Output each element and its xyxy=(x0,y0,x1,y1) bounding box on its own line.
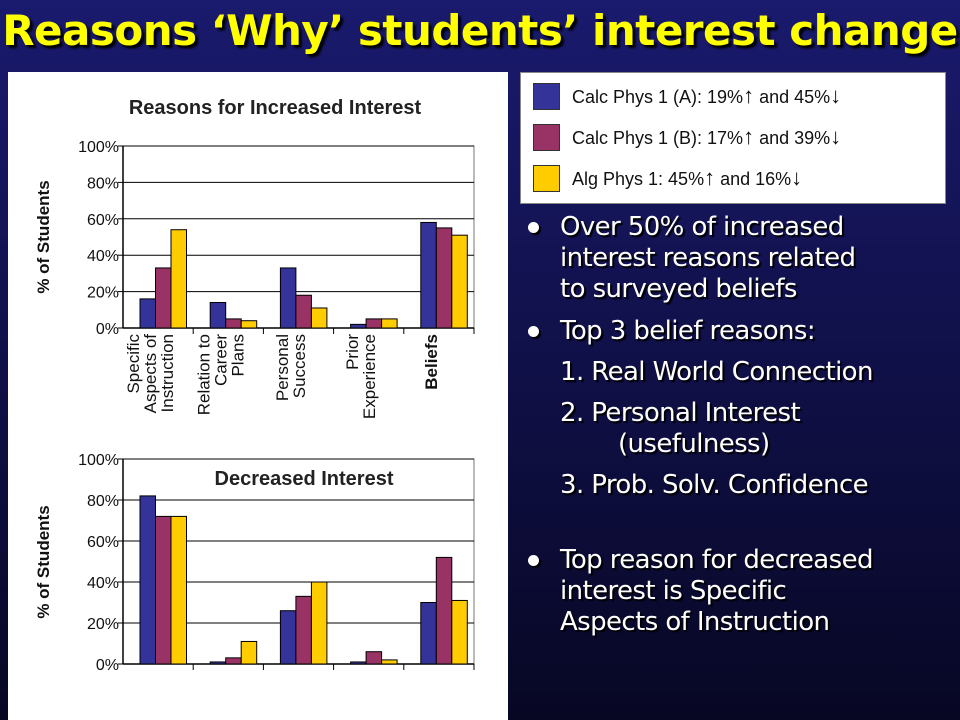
reason-3: 3. Prob. Solv. Confidence xyxy=(560,470,869,500)
bar xyxy=(295,294,312,329)
bar xyxy=(155,515,172,665)
y-tick-label: 60% xyxy=(87,212,119,229)
bar xyxy=(365,651,383,665)
legend-item-alg: Alg Phys 1: 45%↑ and 16%↓ xyxy=(533,163,802,193)
bar xyxy=(170,229,187,329)
bar xyxy=(225,657,242,665)
y-tick-label: 40% xyxy=(87,248,119,265)
x-category-label: Specific xyxy=(124,334,143,394)
bar xyxy=(279,267,297,329)
bar xyxy=(451,599,468,665)
x-category-label: Relation to xyxy=(194,334,213,415)
x-category-label: Plans xyxy=(228,334,247,377)
legend-label: Calc Phys 1 (A): 19% xyxy=(572,87,744,107)
bar xyxy=(310,307,328,329)
x-category-label: Success xyxy=(290,334,309,398)
bar xyxy=(350,661,367,665)
legend-label: and 45% xyxy=(754,87,831,107)
legend-swatch xyxy=(533,164,560,192)
legend-item-calc-b: Calc Phys 1 (B): 17%↑ and 39%↓ xyxy=(533,122,841,152)
x-category-label: Career xyxy=(211,334,230,386)
bar xyxy=(435,556,453,665)
bar xyxy=(420,602,437,665)
bullet-increased-beliefs: Over 50% of increased interest reasons r… xyxy=(522,212,954,305)
bar xyxy=(295,595,312,665)
legend-swatch xyxy=(533,123,560,151)
y-tick-label: 40% xyxy=(87,575,119,592)
bar xyxy=(350,323,367,329)
bar xyxy=(209,661,227,665)
bar xyxy=(155,267,172,329)
bar xyxy=(381,659,398,665)
y-axis-label: % of Students xyxy=(34,180,53,293)
legend-label: Alg Phys 1: 45% xyxy=(572,169,705,189)
bar-charts: 0% 20% 40% 60% 80% 100% Reasons for Increased … xyxy=(34,97,475,674)
chart-title: Reasons for Increased Interest xyxy=(129,97,422,119)
bar xyxy=(435,227,453,329)
y-axis-label: % of Students xyxy=(34,505,53,618)
bar xyxy=(279,610,297,665)
y-tick-label: 100% xyxy=(78,452,119,469)
bar xyxy=(365,318,383,329)
bar xyxy=(139,298,156,329)
bar xyxy=(240,640,258,665)
legend-label: and 39% xyxy=(754,128,831,148)
bar xyxy=(451,234,468,329)
legend-item-calc-a: Calc Phys 1 (A): 19%↑ and 45%↓ xyxy=(533,81,841,111)
down-arrow-icon: ↓ xyxy=(830,83,842,108)
reason-1: 1. Real World Connection xyxy=(560,357,873,387)
up-arrow-icon: ↑ xyxy=(743,124,755,149)
chart-panel: 0% 20% 40% 60% 80% 100% Reasons for Increased … xyxy=(8,72,508,720)
bar xyxy=(381,318,398,329)
x-category-label: Instruction xyxy=(158,334,177,412)
x-category-label: Beliefs xyxy=(422,334,441,390)
legend-label: and 16% xyxy=(715,169,792,189)
x-category-label: Personal xyxy=(273,334,292,401)
slide-title: Reasons ‘Why’ students’ interest change xyxy=(2,6,958,55)
x-category-label: Prior xyxy=(343,334,362,370)
x-category-label: Experience xyxy=(360,334,379,419)
legend-label: Calc Phys 1 (B): 17% xyxy=(572,128,744,148)
bar xyxy=(139,495,156,665)
bullet-top-three: Top 3 belief reasons: xyxy=(522,316,954,347)
y-tick-label: 20% xyxy=(87,285,119,302)
bullet-list: Over 50% of increased interest reasons r… xyxy=(522,212,954,638)
up-arrow-icon: ↑ xyxy=(704,165,716,190)
bullet-decreased-top: Top reason for decreased interest is Spe… xyxy=(522,545,954,638)
y-tick-label: 0% xyxy=(96,321,119,338)
bar xyxy=(170,515,187,665)
bar xyxy=(420,221,437,329)
reason-2-detail: (usefulness) xyxy=(618,429,770,459)
y-tick-label: 100% xyxy=(78,139,119,156)
bar xyxy=(310,581,328,665)
y-tick-label: 20% xyxy=(87,616,119,633)
x-category-label: Aspects of xyxy=(141,334,160,414)
legend-swatch xyxy=(533,82,560,110)
bar xyxy=(225,318,242,329)
down-arrow-icon: ↓ xyxy=(830,124,842,149)
up-arrow-icon: ↑ xyxy=(743,83,755,108)
y-tick-label: 60% xyxy=(87,534,119,551)
down-arrow-icon: ↓ xyxy=(791,165,803,190)
chart-title: Decreased Interest xyxy=(215,468,394,490)
bar xyxy=(240,320,258,329)
legend: Calc Phys 1 (A): 19%↑ and 45%↓ Calc Phys… xyxy=(520,72,946,204)
bar xyxy=(209,302,227,329)
reason-2: 2. Personal Interest xyxy=(560,398,801,428)
y-tick-label: 80% xyxy=(87,175,119,192)
y-tick-label: 0% xyxy=(96,657,119,674)
y-tick-label: 80% xyxy=(87,493,119,510)
